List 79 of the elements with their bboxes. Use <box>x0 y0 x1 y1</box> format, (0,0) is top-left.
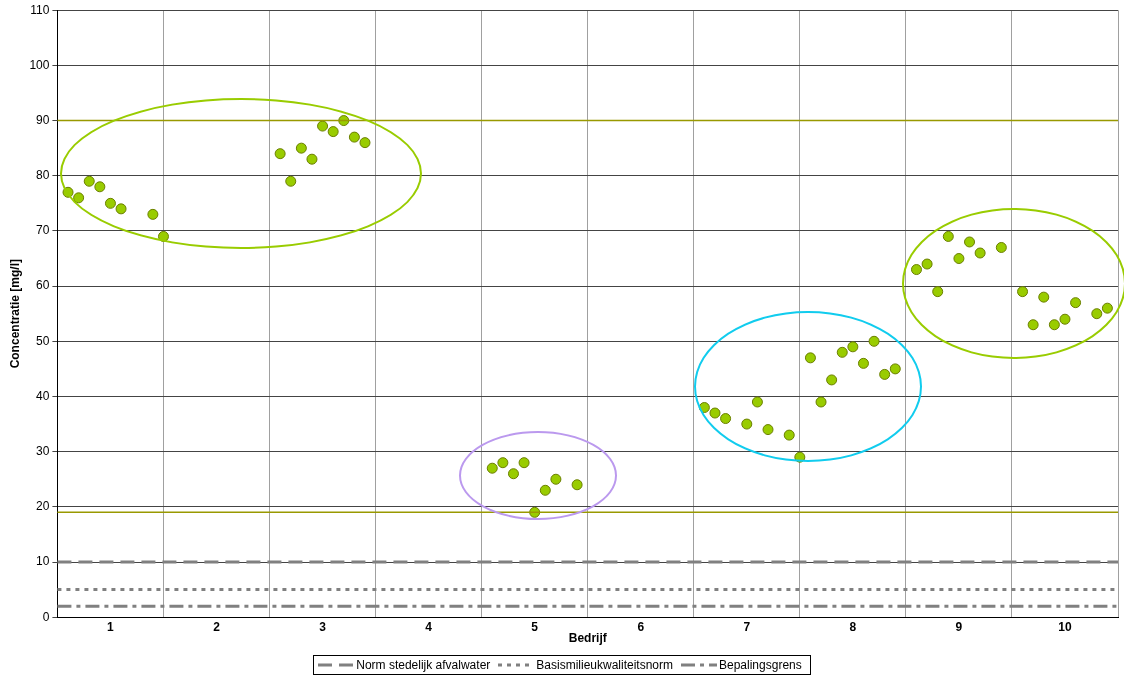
x-tick-label: 1 <box>107 619 115 634</box>
point <box>486 462 498 474</box>
y-tick-label: 100 <box>29 57 50 72</box>
x-tick-label: 4 <box>425 619 433 634</box>
point <box>1070 297 1082 309</box>
point <box>921 258 933 270</box>
point <box>550 473 562 485</box>
legend-label: Basismilieukwaliteitsnorm <box>536 658 674 672</box>
point <box>741 418 753 430</box>
y-tick-label: 0 <box>42 609 50 624</box>
point <box>868 335 880 347</box>
y-tick-label: 90 <box>36 112 50 127</box>
point <box>932 286 944 298</box>
y-axis-title: Concentratie [mg/l] <box>7 259 22 369</box>
point <box>359 137 371 149</box>
point <box>889 363 901 375</box>
point <box>83 175 95 187</box>
x-tick-label: 9 <box>955 619 963 634</box>
point <box>964 236 976 248</box>
point <box>306 153 318 165</box>
point <box>751 396 763 408</box>
x-tick-label: 7 <box>743 619 751 634</box>
y-tick-label: 70 <box>36 223 50 238</box>
y-tick-label: 110 <box>30 2 50 17</box>
y-tick-label: 60 <box>36 278 50 293</box>
point <box>1017 286 1029 298</box>
y-tick-label: 40 <box>36 388 50 403</box>
point <box>1091 308 1103 320</box>
point <box>274 148 286 160</box>
point <box>497 457 509 469</box>
point <box>295 142 307 154</box>
point <box>285 175 297 187</box>
point <box>327 126 339 138</box>
point <box>1059 313 1071 325</box>
point <box>518 457 530 469</box>
point <box>762 424 774 436</box>
point <box>879 368 891 380</box>
point <box>783 429 795 441</box>
point <box>995 241 1007 253</box>
point <box>507 468 519 480</box>
point <box>836 346 848 358</box>
legend-label: Norm stedelijk afvalwater <box>356 658 491 672</box>
x-tick-label: 5 <box>531 619 539 634</box>
y-tick-label: 30 <box>36 443 50 458</box>
point <box>73 192 85 204</box>
x-tick-label: 10 <box>1058 619 1072 634</box>
point <box>1027 319 1039 331</box>
point <box>317 120 329 132</box>
point <box>1101 302 1113 314</box>
point <box>348 131 360 143</box>
point <box>857 357 869 369</box>
point <box>826 374 838 386</box>
point <box>942 230 954 242</box>
legend-label: Bepalingsgrens <box>719 658 802 672</box>
point <box>115 203 127 215</box>
point <box>815 396 827 408</box>
point <box>847 341 859 353</box>
point <box>720 413 732 425</box>
y-tick-label: 50 <box>36 333 50 348</box>
point <box>804 352 816 364</box>
point <box>709 407 721 419</box>
x-tick-label: 8 <box>849 619 857 634</box>
x-tick-label: 2 <box>213 619 221 634</box>
x-tick-label: 6 <box>637 619 645 634</box>
point <box>94 181 106 193</box>
y-tick-label: 20 <box>36 499 50 514</box>
point <box>539 484 551 496</box>
point <box>571 479 583 491</box>
point <box>104 197 116 209</box>
point <box>974 247 986 259</box>
point <box>910 264 922 276</box>
point <box>147 208 159 220</box>
x-tick-label: 3 <box>319 619 327 634</box>
point <box>1038 291 1050 303</box>
y-tick-label: 80 <box>36 168 50 183</box>
point <box>1048 319 1060 331</box>
x-axis-title: Bedrijf <box>568 631 608 646</box>
y-tick-label: 10 <box>36 554 50 569</box>
point <box>953 253 965 265</box>
